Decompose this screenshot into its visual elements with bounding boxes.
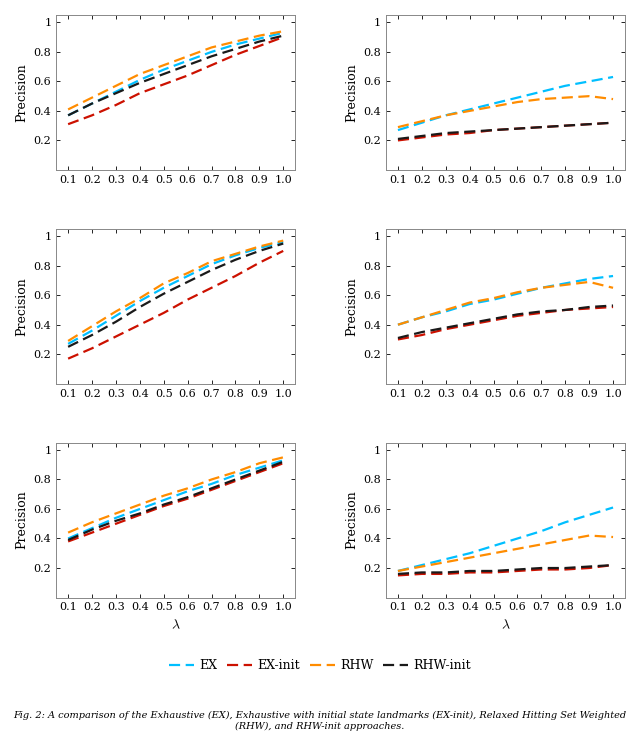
- Text: Fig. 2: A comparison of the Exhaustive (EX), Exhaustive with initial state landm: Fig. 2: A comparison of the Exhaustive (…: [13, 711, 627, 731]
- X-axis label: $\lambda$: $\lambda$: [500, 618, 510, 632]
- Legend: EX, EX-init, RHW, RHW-init: EX, EX-init, RHW, RHW-init: [164, 654, 476, 677]
- Y-axis label: Precision: Precision: [345, 491, 358, 550]
- Y-axis label: Precision: Precision: [15, 491, 28, 550]
- Y-axis label: Precision: Precision: [15, 63, 28, 122]
- X-axis label: $\lambda$: $\lambda$: [171, 618, 180, 632]
- Y-axis label: Precision: Precision: [345, 63, 358, 122]
- Y-axis label: Precision: Precision: [345, 277, 358, 336]
- Y-axis label: Precision: Precision: [15, 277, 28, 336]
